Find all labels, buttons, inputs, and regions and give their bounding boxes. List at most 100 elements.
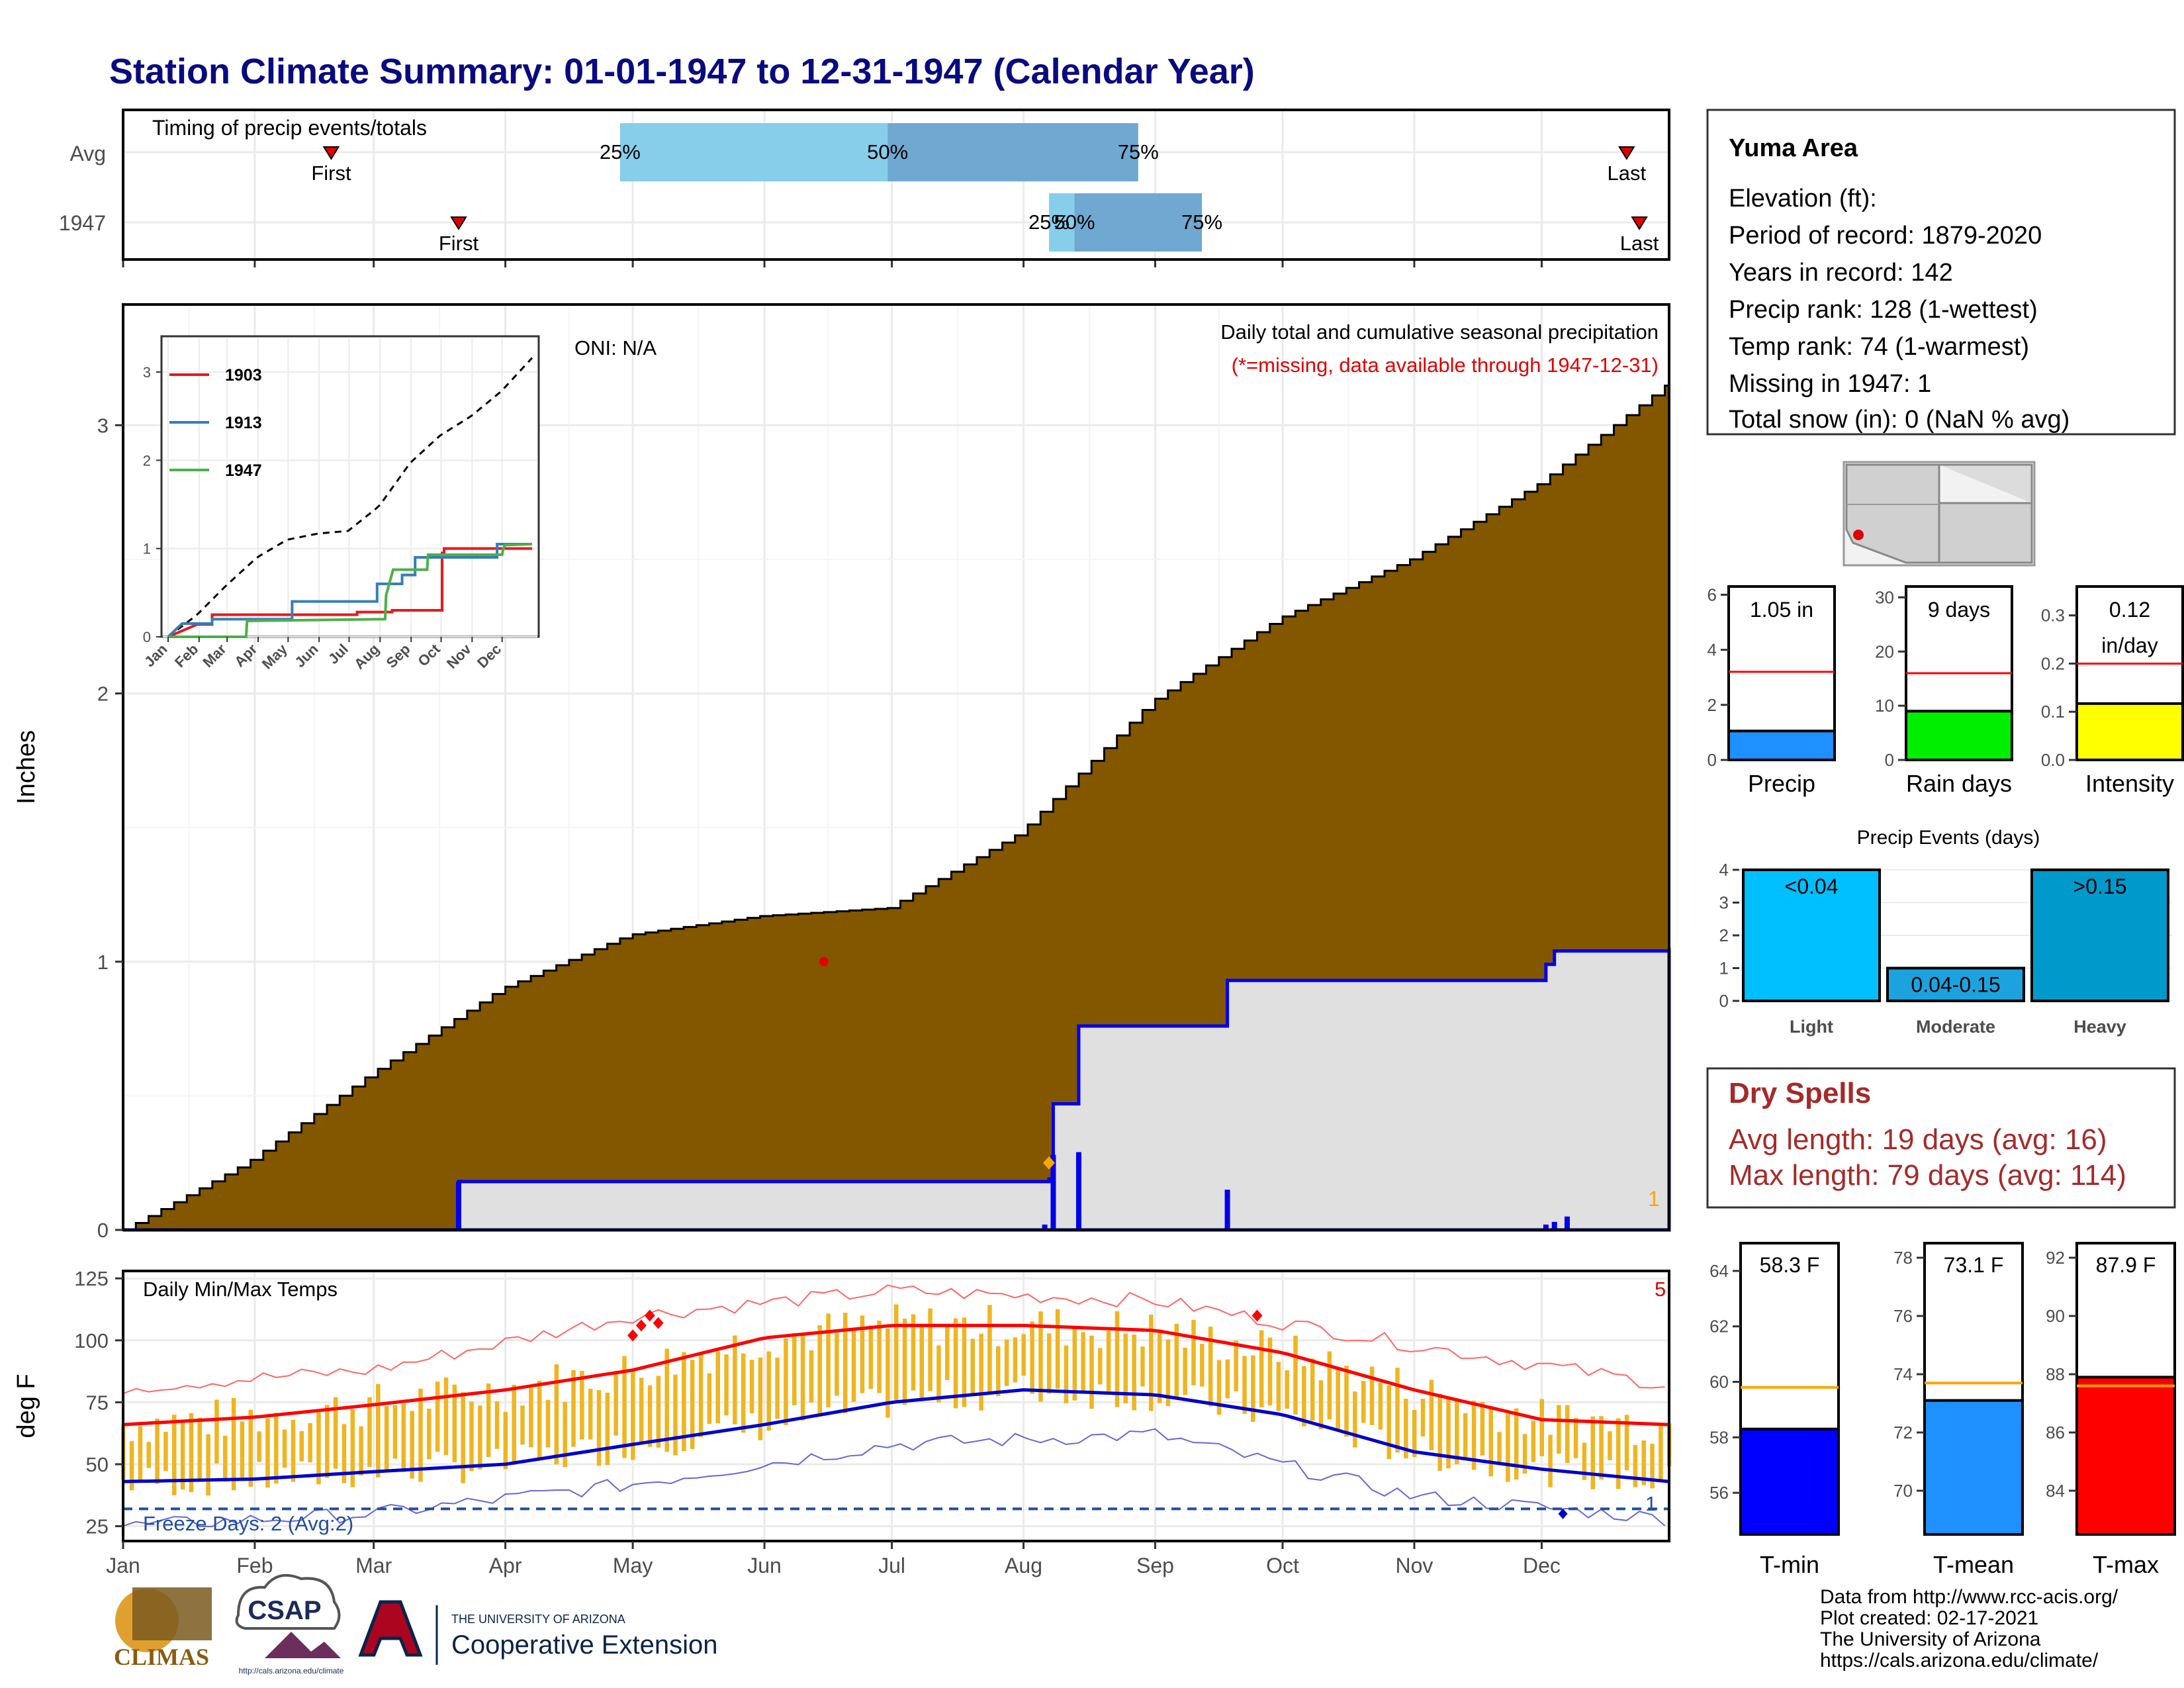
summary-y-tick-label: 2 bbox=[1707, 695, 1717, 715]
inset-average-line bbox=[167, 357, 533, 638]
daily-temp-bar bbox=[758, 1357, 763, 1440]
inset-y-tick-label: 0 bbox=[143, 629, 151, 645]
daily-temp-bar bbox=[1132, 1335, 1136, 1411]
temp-lines bbox=[122, 1284, 1670, 1528]
temp-summary-y-tick-label: 76 bbox=[1893, 1306, 1913, 1326]
daily-temp-bar bbox=[1506, 1413, 1510, 1482]
daily-temp-bar bbox=[1404, 1399, 1408, 1459]
daily-temp-bar bbox=[214, 1399, 219, 1464]
summary-y-tick-label: 0 bbox=[1707, 750, 1717, 770]
daily-temp-bar bbox=[673, 1374, 678, 1456]
temp-y-label: deg F bbox=[13, 1374, 40, 1438]
daily-temp-bar bbox=[1064, 1345, 1069, 1403]
daily-temp-bar bbox=[469, 1401, 474, 1472]
daily-temp-bar bbox=[274, 1413, 279, 1484]
temp-x-tick-label: Oct bbox=[1266, 1554, 1299, 1577]
daily-temp-bar bbox=[1522, 1434, 1527, 1474]
inset-y-tick-label: 2 bbox=[143, 452, 151, 469]
temp-summary-bar-T-min bbox=[1739, 1427, 1840, 1536]
daily-temp-bar bbox=[1216, 1360, 1222, 1415]
daily-temp-bar bbox=[1429, 1380, 1434, 1450]
daily-temp-bar bbox=[962, 1317, 967, 1407]
daily-temp-bar bbox=[1251, 1355, 1255, 1422]
precip-y-tick-label: 3 bbox=[97, 414, 109, 437]
summary-value-Rain days: 9 days bbox=[1928, 598, 1990, 622]
daily-temp-bar bbox=[860, 1315, 865, 1393]
temp-y-tick-label: 125 bbox=[74, 1267, 109, 1290]
daily-temp-bar bbox=[1565, 1405, 1570, 1464]
temp-summary-y-tick-label: 58 bbox=[1709, 1427, 1729, 1447]
missing-count: 1 bbox=[1648, 1187, 1660, 1211]
daily-temp-bar bbox=[452, 1384, 457, 1462]
daily-temp-bar bbox=[868, 1325, 873, 1389]
daily-temp-bar bbox=[588, 1388, 593, 1440]
daily-temp-bar bbox=[308, 1423, 312, 1463]
timing-first-label: First bbox=[311, 162, 351, 185]
summary-value-unit-Intensity: in/day bbox=[2101, 633, 2158, 657]
precip-y-label: Inches bbox=[13, 730, 40, 804]
daily-temp-bar bbox=[1081, 1332, 1085, 1392]
station-info-box: Yuma Area Elevation (ft): Period of reco… bbox=[1706, 109, 2176, 436]
daily-temp-bar bbox=[1200, 1344, 1205, 1387]
daily-temp-bar bbox=[206, 1434, 210, 1496]
record-high-marker bbox=[627, 1329, 639, 1342]
daily-temp-bar bbox=[1293, 1335, 1298, 1415]
summary-label-Precip: Precip bbox=[1748, 770, 1815, 797]
daily-temp-bar bbox=[919, 1325, 925, 1402]
timing-first-label: First bbox=[439, 232, 479, 255]
daily-temp-bar bbox=[682, 1352, 686, 1452]
year-cumulative-area bbox=[123, 948, 1671, 1232]
daily-temp-bar bbox=[316, 1411, 321, 1485]
temp-x-tick-label: Sep bbox=[1136, 1554, 1174, 1577]
locator-map bbox=[1843, 461, 2036, 567]
csap-url: http://cals.arizona.edu/climate bbox=[239, 1666, 344, 1675]
daily-temp-bar bbox=[571, 1370, 576, 1447]
temp-summary-label-T-min: T-min bbox=[1760, 1551, 1819, 1578]
neighbor-state-shape bbox=[1939, 463, 2033, 503]
daily-temp-bar bbox=[240, 1421, 245, 1478]
temp-x-tick-label: Jan bbox=[106, 1554, 140, 1577]
daily-temp-bar bbox=[1488, 1408, 1493, 1477]
daily-temp-bar bbox=[835, 1333, 839, 1396]
daily-temp-bar bbox=[1225, 1359, 1230, 1399]
daily-temp-bar bbox=[512, 1384, 516, 1466]
daily-temp-bar bbox=[325, 1405, 330, 1478]
temp-summary-value-T-max: 87.9 F bbox=[2096, 1253, 2156, 1277]
daily-temp-bar bbox=[741, 1353, 746, 1433]
daily-temp-bar bbox=[563, 1401, 567, 1468]
daily-temp-bar bbox=[1573, 1417, 1578, 1458]
daily-temp-bar bbox=[766, 1351, 771, 1431]
daily-temp-bar bbox=[1437, 1393, 1442, 1471]
inset-y-tick-label: 1 bbox=[143, 541, 151, 557]
daily-temp-bar bbox=[1208, 1327, 1213, 1407]
daily-temp-bar bbox=[1344, 1366, 1349, 1437]
record-high-marker bbox=[1251, 1309, 1263, 1322]
footer-line-1: Data from http://www.rcc-acis.org/ bbox=[1820, 1586, 2118, 1608]
timing-last-marker bbox=[1618, 146, 1635, 160]
daily-temp-bar bbox=[945, 1327, 950, 1380]
ua-block-a-icon bbox=[358, 1600, 423, 1657]
daily-temp-bar bbox=[1310, 1358, 1315, 1421]
daily-temp-bar bbox=[1259, 1330, 1264, 1407]
footer: Data from http://www.rcc-acis.org/ Plot … bbox=[1820, 1586, 2118, 1671]
daily-temp-bar bbox=[189, 1413, 194, 1493]
temp-heading: Daily Min/Max Temps bbox=[143, 1278, 338, 1301]
daily-temp-bar bbox=[1038, 1311, 1043, 1402]
daily-temp-bar bbox=[1471, 1400, 1477, 1470]
precip-event-bar-Moderate bbox=[1886, 966, 2025, 1002]
precip-event-bar-Light bbox=[1742, 868, 1881, 1002]
timing-p25-label: 25% bbox=[1028, 211, 1069, 234]
daily-temp-bar bbox=[851, 1329, 856, 1402]
daily-temp-bar bbox=[1446, 1399, 1451, 1469]
precip-extra-marks bbox=[1043, 1156, 1056, 1170]
temp-x-tick-label: Apr bbox=[489, 1554, 522, 1577]
daily-temp-bar bbox=[503, 1411, 508, 1470]
daily-temp-bar bbox=[1242, 1356, 1247, 1414]
daily-temp-bar bbox=[979, 1333, 983, 1411]
precip-panel-frame bbox=[122, 303, 1670, 1231]
timing-bar-q2 bbox=[1074, 193, 1203, 252]
precip-event-category: Light bbox=[1790, 1017, 1833, 1037]
dry-spells-max: Max length: 79 days (avg: 114) bbox=[1729, 1159, 2126, 1192]
daily-temp-bar bbox=[257, 1431, 261, 1462]
temp-y-axis: 25 50 75 100 125 bbox=[74, 1267, 123, 1538]
